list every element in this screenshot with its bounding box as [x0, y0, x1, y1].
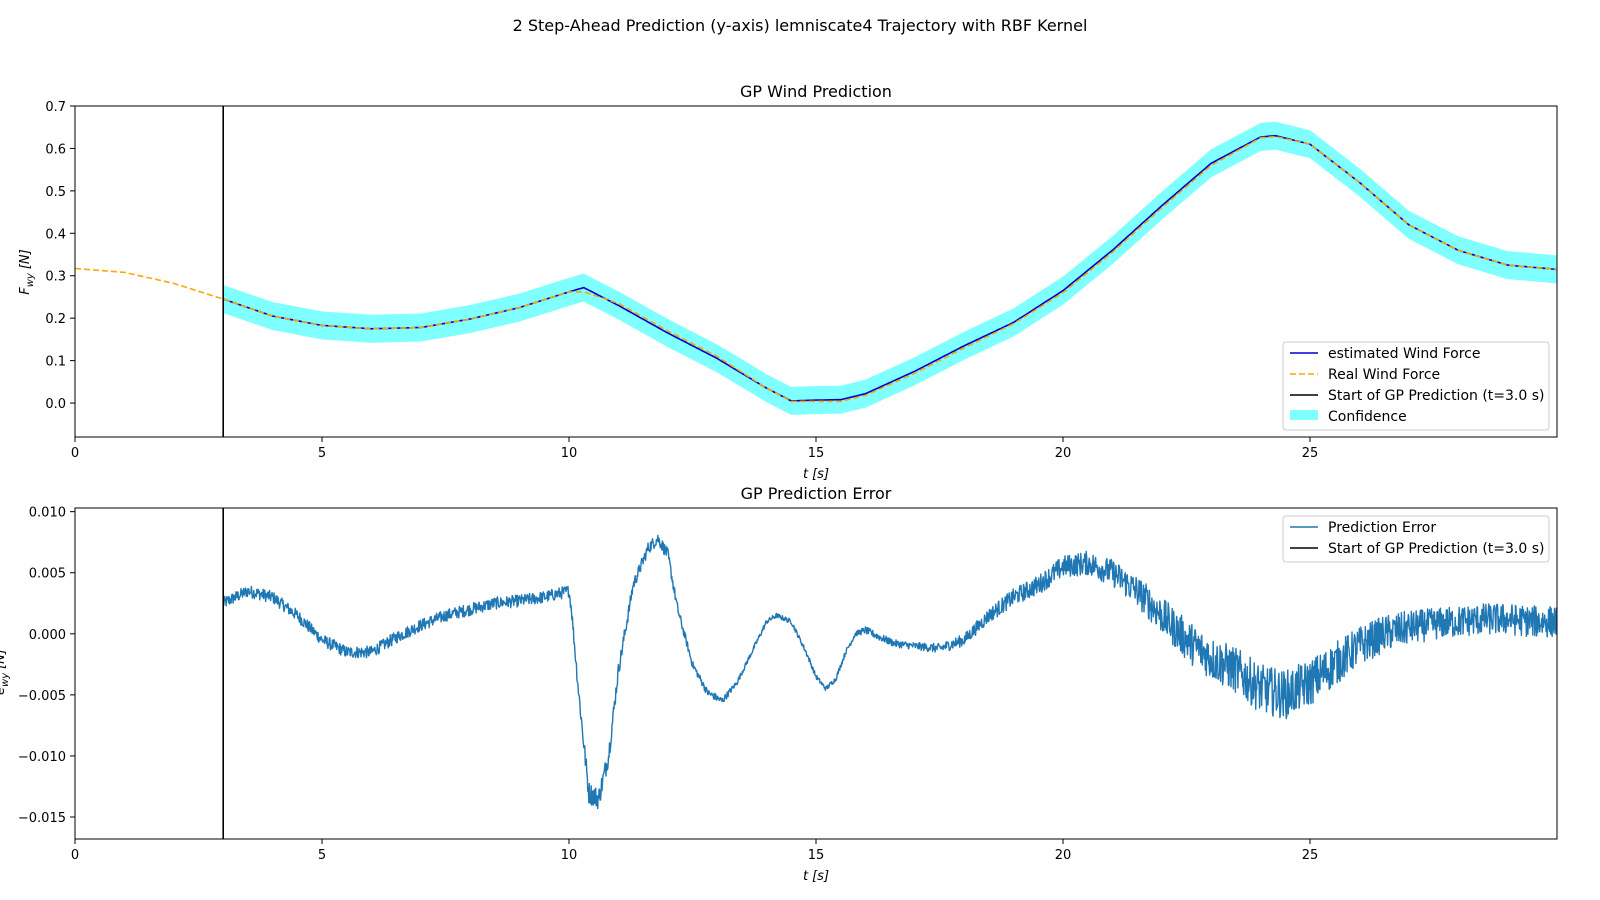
- wind-xtick-label: 25: [1302, 446, 1319, 461]
- legend-confidence-swatch: [1290, 410, 1318, 420]
- wind-xtick-label: 0: [71, 446, 79, 461]
- error-xtick-label: 20: [1055, 848, 1072, 863]
- error-ytick-label: −0.005: [18, 689, 66, 704]
- wind-xtick-label: 5: [318, 446, 326, 461]
- wind-y-axis-unit: [N]: [18, 249, 33, 269]
- legend-estimated-label: estimated Wind Force: [1328, 346, 1480, 362]
- error-legend: Prediction Error Start of GP Prediction …: [1282, 515, 1550, 563]
- wind-lines-layer: [74, 106, 1558, 437]
- prediction-error-axes: GP Prediction Error 0 5 10 15 20 25 −0.015−0.…: [0, 484, 1558, 884]
- wind-ytick-label: 0.0: [45, 397, 66, 412]
- prediction-error-line: [222, 534, 1558, 810]
- wind-y-axis-sub: wy: [25, 272, 36, 287]
- error-x-axis-unit: [s]: [812, 869, 829, 884]
- legend-start-label: Start of GP Prediction (t=3.0 s): [1328, 388, 1545, 404]
- error-ytick-label: 0.005: [29, 567, 66, 582]
- error-xtick-label: 5: [318, 848, 326, 863]
- wind-prediction-title: GP Wind Prediction: [740, 82, 892, 101]
- wind-x-ticks: 0 5 10 15 20 25: [71, 437, 1318, 461]
- error-xtick-label: 25: [1302, 848, 1319, 863]
- error-y-ticks: −0.015 −0.010 −0.005 0.000 0.005 0.010: [18, 506, 75, 826]
- wind-y-axis-label: Fwy [N]: [18, 249, 36, 294]
- error-lines-layer: [222, 508, 1558, 839]
- error-y-axis-var: e: [0, 687, 8, 695]
- error-y-axis-sub: wy: [0, 672, 11, 687]
- error-ytick-label: −0.010: [18, 750, 66, 765]
- error-ytick-label: 0.000: [29, 628, 66, 643]
- wind-ytick-label: 0.3: [45, 270, 66, 285]
- wind-ytick-label: 0.6: [45, 142, 66, 157]
- legend-real-label: Real Wind Force: [1328, 367, 1440, 383]
- wind-legend: estimated Wind Force Real Wind Force Sta…: [1282, 341, 1550, 431]
- wind-xtick-label: 20: [1055, 446, 1072, 461]
- error-legend-box: [1282, 515, 1550, 563]
- wind-x-axis-var: t: [803, 467, 809, 482]
- wind-prediction-axes: GP Wind Prediction 0 5 10 15 20 25 0.00.10.20…: [18, 82, 1558, 482]
- wind-ytick-label: 0.2: [45, 312, 66, 327]
- wind-legend-box: [1282, 341, 1550, 431]
- real-wind-force-line: [74, 135, 1558, 403]
- prediction-error-title: GP Prediction Error: [741, 484, 892, 503]
- wind-x-axis-unit: [s]: [812, 467, 829, 482]
- wind-y-axis-var: F: [18, 287, 33, 295]
- error-y-axis-label: ewy [N]: [0, 649, 11, 695]
- error-xtick-label: 10: [561, 848, 578, 863]
- legend-error-label: Prediction Error: [1328, 520, 1436, 536]
- error-y-axis-unit: [N]: [0, 649, 8, 669]
- error-xtick-label: 0: [71, 848, 79, 863]
- error-x-axis-label: t [s]: [803, 869, 829, 884]
- wind-ytick-label: 0.5: [45, 185, 66, 200]
- wind-ytick-label: 0.7: [45, 100, 66, 115]
- error-ytick-label: 0.010: [29, 506, 66, 521]
- wind-ytick-label: 0.1: [45, 355, 66, 370]
- wind-y-ticks: 0.0 0.1 0.2 0.3 0.4 0.5 0.6 0.7: [45, 100, 75, 412]
- error-xtick-label: 15: [808, 848, 825, 863]
- error-x-ticks: 0 5 10 15 20 25: [71, 839, 1318, 863]
- wind-x-axis-label: t [s]: [803, 467, 829, 482]
- figure-suptitle: 2 Step-Ahead Prediction (y-axis) lemnisc…: [513, 16, 1088, 35]
- wind-xtick-label: 10: [561, 446, 578, 461]
- error-x-axis-var: t: [803, 869, 809, 884]
- legend-error-start-label: Start of GP Prediction (t=3.0 s): [1328, 541, 1545, 557]
- error-ytick-label: −0.015: [18, 811, 66, 826]
- wind-xtick-label: 15: [808, 446, 825, 461]
- legend-confidence-label: Confidence: [1328, 409, 1407, 425]
- wind-ytick-label: 0.4: [45, 227, 66, 242]
